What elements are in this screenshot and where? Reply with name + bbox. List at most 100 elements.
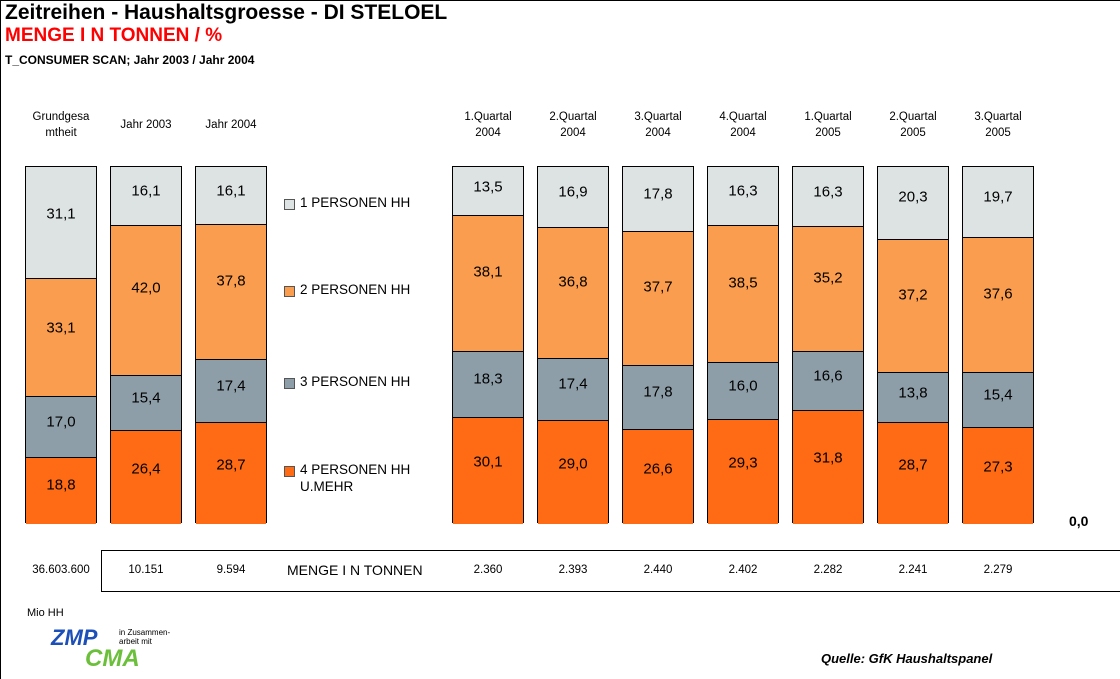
value-label: 17,4 <box>558 375 588 393</box>
unit-label: Mio HH <box>27 607 64 619</box>
bar-segment <box>708 362 778 420</box>
bar-segment <box>538 420 608 524</box>
value-label: 28,7 <box>898 456 928 474</box>
total-label: 2.241 <box>898 564 928 576</box>
legend-swatch <box>284 466 295 477</box>
y-tick-label: 0,0 <box>1069 513 1089 529</box>
bar-segment <box>793 225 863 352</box>
value-label: 19,7 <box>983 188 1013 206</box>
bar-segment <box>453 167 523 216</box>
x-tick-label: 2.Quartal 2005 <box>889 111 937 139</box>
source-line: T_CONSUMER SCAN; Jahr 2003 / Jahr 2004 <box>5 53 255 67</box>
bar-segment <box>708 419 778 524</box>
logo-text: in Zusammen- arbeit mit <box>119 628 171 646</box>
total-label: 9.594 <box>216 564 246 576</box>
x-tick-label: Grundgesa mtheit <box>32 111 90 139</box>
value-label: 17,8 <box>643 185 673 203</box>
bar-frame: 18,8 17,0 33,1 31,1 <box>25 166 97 524</box>
totals-label: MENGE I N TONNEN <box>287 562 423 578</box>
value-label: 37,6 <box>983 285 1013 303</box>
value-label: 16,1 <box>131 182 161 200</box>
bar-segment <box>623 230 693 366</box>
value-label: 18,8 <box>46 476 76 494</box>
total-label: 10.151 <box>128 564 164 576</box>
value-label: 31,8 <box>813 449 843 467</box>
x-tick-label: 2.Quartal 2004 <box>549 111 597 139</box>
bar-segment <box>708 224 778 363</box>
legend-item: 2 PERSONEN HH <box>284 281 454 298</box>
total-label: 2.393 <box>558 564 588 576</box>
bar-segment <box>878 372 948 422</box>
bar-frame: 29,0 17,4 36,8 16,9 <box>537 166 609 524</box>
value-label: 15,4 <box>131 389 161 407</box>
bar-segment <box>453 351 523 417</box>
value-label: 17,4 <box>216 377 246 394</box>
bar-segment <box>793 351 863 411</box>
legend-item: 4 PERSONEN HH U.MEHR <box>284 461 454 495</box>
bar-segment <box>793 410 863 524</box>
legend-swatch <box>284 286 295 297</box>
logo: ZMP in Zusammen- arbeit mit CMA <box>45 625 215 672</box>
bar-segment <box>196 167 266 225</box>
logo-name: ZMP <box>51 625 98 650</box>
bar-segment <box>26 396 96 457</box>
value-label: 13,8 <box>898 384 928 402</box>
bar-segment <box>538 226 608 359</box>
value-label: 16,1 <box>216 182 246 200</box>
legend-label: 3 PERSONEN HH <box>300 374 411 389</box>
bar-segment <box>793 167 863 226</box>
bar-segment <box>623 429 693 524</box>
bar-segment <box>26 167 96 279</box>
totals-box <box>101 550 1120 592</box>
legend-label: 4 PERSONEN HH U.MEHR <box>300 462 411 494</box>
value-label: 37,7 <box>643 278 673 296</box>
value-label: 42,0 <box>131 279 161 297</box>
total-label: 2.282 <box>813 564 843 576</box>
bar-segment <box>963 167 1033 238</box>
total-label: 2.279 <box>983 564 1013 576</box>
value-label: 38,1 <box>473 263 503 281</box>
value-label: 16,6 <box>813 367 843 385</box>
bar-segment <box>963 426 1033 524</box>
source: Quelle: GfK Haushaltspanel <box>821 651 993 666</box>
x-tick-label: 3.Quartal 2004 <box>634 111 682 139</box>
value-label: 36,8 <box>558 273 588 291</box>
value-label: 37,8 <box>216 272 246 290</box>
bar-frame: 26,4 15,4 42,0 16,1 <box>110 166 182 524</box>
value-label: 17,8 <box>643 383 673 401</box>
bar-frame: 28,7 13,8 37,2 20,3 <box>877 166 949 524</box>
total-label: 2.440 <box>643 564 673 576</box>
value-label: 33,1 <box>46 319 76 337</box>
value-label: 27,3 <box>983 458 1013 476</box>
legend-label: 1 PERSONEN HH <box>300 195 411 210</box>
bar-segment <box>538 166 608 227</box>
value-label: 16,0 <box>728 377 758 395</box>
bar-frame: 27,3 15,4 37,6 19,7 <box>962 166 1034 524</box>
value-label: 37,2 <box>898 286 928 304</box>
value-label: 18,3 <box>473 370 503 388</box>
x-tick-label: Jahr 2003 <box>120 119 172 131</box>
chart-title: Zeitreihen - Haushaltsgroesse - DI STELO… <box>5 1 448 24</box>
total-label: 36.603.600 <box>32 564 90 576</box>
bar-frame: 28,7 17,4 37,8 16,1 <box>195 166 267 524</box>
value-label: 28,7 <box>216 456 246 474</box>
legend-label: 2 PERSONEN HH <box>300 282 411 297</box>
bar-segment <box>111 167 181 225</box>
bar-segment <box>453 215 523 352</box>
bar-segment <box>196 421 266 524</box>
value-label: 29,0 <box>558 455 588 473</box>
value-label: 17,0 <box>46 413 76 431</box>
chart-subtitle: MENGE I N TONNEN / % <box>5 25 223 46</box>
value-label: 29,3 <box>728 454 758 472</box>
x-tick-label: 3.Quartal 2005 <box>974 111 1022 139</box>
logo-partner: CMA <box>85 645 140 672</box>
value-label: 38,5 <box>728 274 758 292</box>
bar-segment <box>111 224 181 375</box>
bar-segment <box>623 167 693 231</box>
total-label: 2.402 <box>728 564 758 576</box>
bar-segment <box>963 371 1033 427</box>
bar-segment <box>196 224 266 360</box>
value-label: 16,3 <box>813 183 843 201</box>
bar-segment <box>623 365 693 430</box>
